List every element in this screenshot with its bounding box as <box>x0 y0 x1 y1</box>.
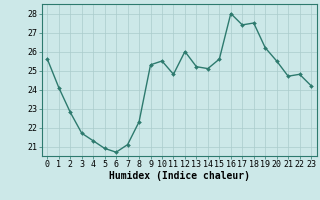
X-axis label: Humidex (Indice chaleur): Humidex (Indice chaleur) <box>109 171 250 181</box>
